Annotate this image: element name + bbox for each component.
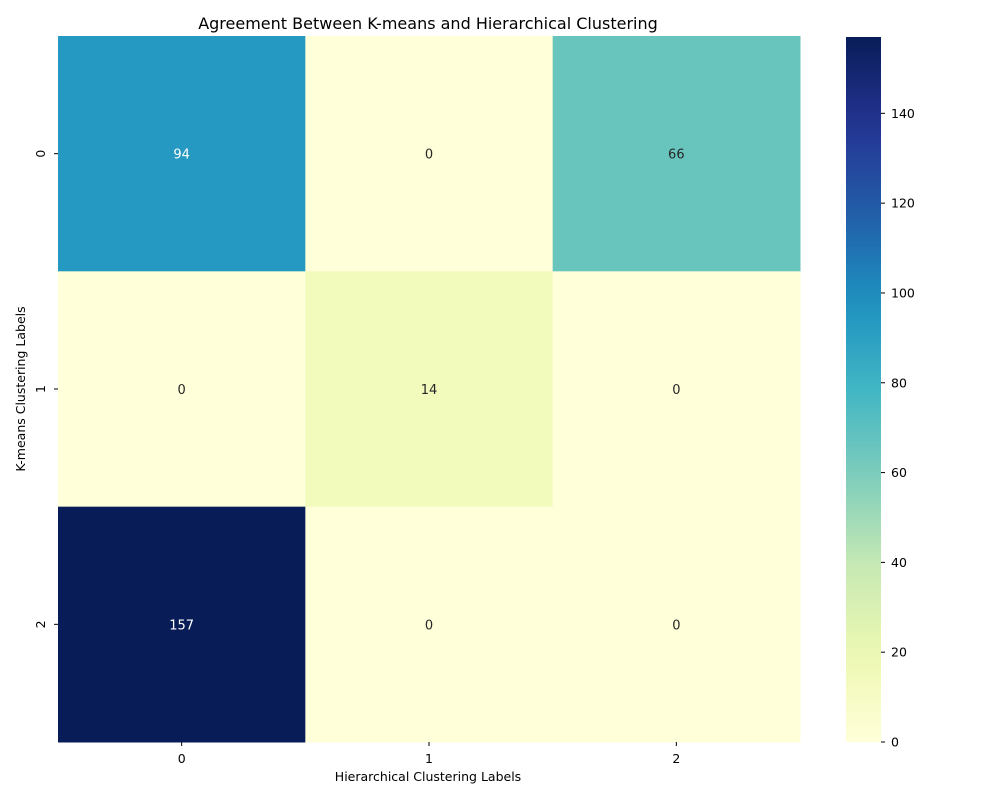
heatmap-cell-2-0 xyxy=(58,506,306,743)
colorbar-gradient xyxy=(846,37,881,742)
colorbar-tick-label-5: 100 xyxy=(891,285,915,300)
y-tick-label-0: 0 xyxy=(33,150,48,158)
y-axis-label: K-means Clustering Labels xyxy=(13,306,28,471)
colorbar-tick-label-1: 20 xyxy=(891,645,907,660)
heatmap-cell-1-1 xyxy=(305,271,554,508)
cell-value-label-1-2: 0 xyxy=(672,383,680,398)
colorbar-tick-label-6: 120 xyxy=(891,196,915,211)
cell-value-label-0-2: 66 xyxy=(668,148,685,163)
cell-value-label-2-1: 0 xyxy=(425,618,433,633)
colorbar-tick-label-2: 40 xyxy=(891,555,907,570)
x-tick-label-1: 1 xyxy=(425,751,433,766)
colorbar-tick-label-0: 0 xyxy=(891,735,899,750)
cell-value-label-2-0: 157 xyxy=(169,618,194,633)
y-tick-label-2: 2 xyxy=(33,620,48,628)
colorbar-tick-label-7: 140 xyxy=(891,106,915,121)
heatmap-cell-0-1 xyxy=(305,36,554,272)
x-axis: 0 1 2 xyxy=(178,742,680,766)
chart-title: Agreement Between K-means and Hierarchic… xyxy=(198,14,658,33)
heatmap-cells: 94 0 66 0 14 0 157 0 0 xyxy=(58,36,801,743)
heatmap-cell-0-0 xyxy=(58,36,306,272)
y-axis: 0 1 2 xyxy=(33,150,58,628)
heatmap-cell-0-2 xyxy=(552,36,801,272)
colorbar-tick-label-4: 80 xyxy=(891,375,907,390)
cell-value-label-2-2: 0 xyxy=(672,618,680,633)
heatmap-cell-1-2 xyxy=(552,271,801,508)
colorbar-tick-label-3: 60 xyxy=(891,465,907,480)
x-tick-label-0: 0 xyxy=(178,751,186,766)
colorbar: 0 20 40 60 80 100 120 140 xyxy=(846,37,915,750)
heatmap-cell-1-0 xyxy=(58,271,306,508)
cell-value-label-1-1: 14 xyxy=(421,383,438,398)
y-tick-label-1: 1 xyxy=(33,385,48,393)
heatmap-cell-2-2 xyxy=(552,506,801,743)
x-tick-label-2: 2 xyxy=(672,751,680,766)
cell-value-label-0-1: 0 xyxy=(425,148,433,163)
x-axis-label: Hierarchical Clustering Labels xyxy=(335,769,521,784)
heatmap-cell-2-1 xyxy=(305,506,554,743)
cell-value-label-1-0: 0 xyxy=(178,383,186,398)
cell-value-label-0-0: 94 xyxy=(173,148,190,163)
